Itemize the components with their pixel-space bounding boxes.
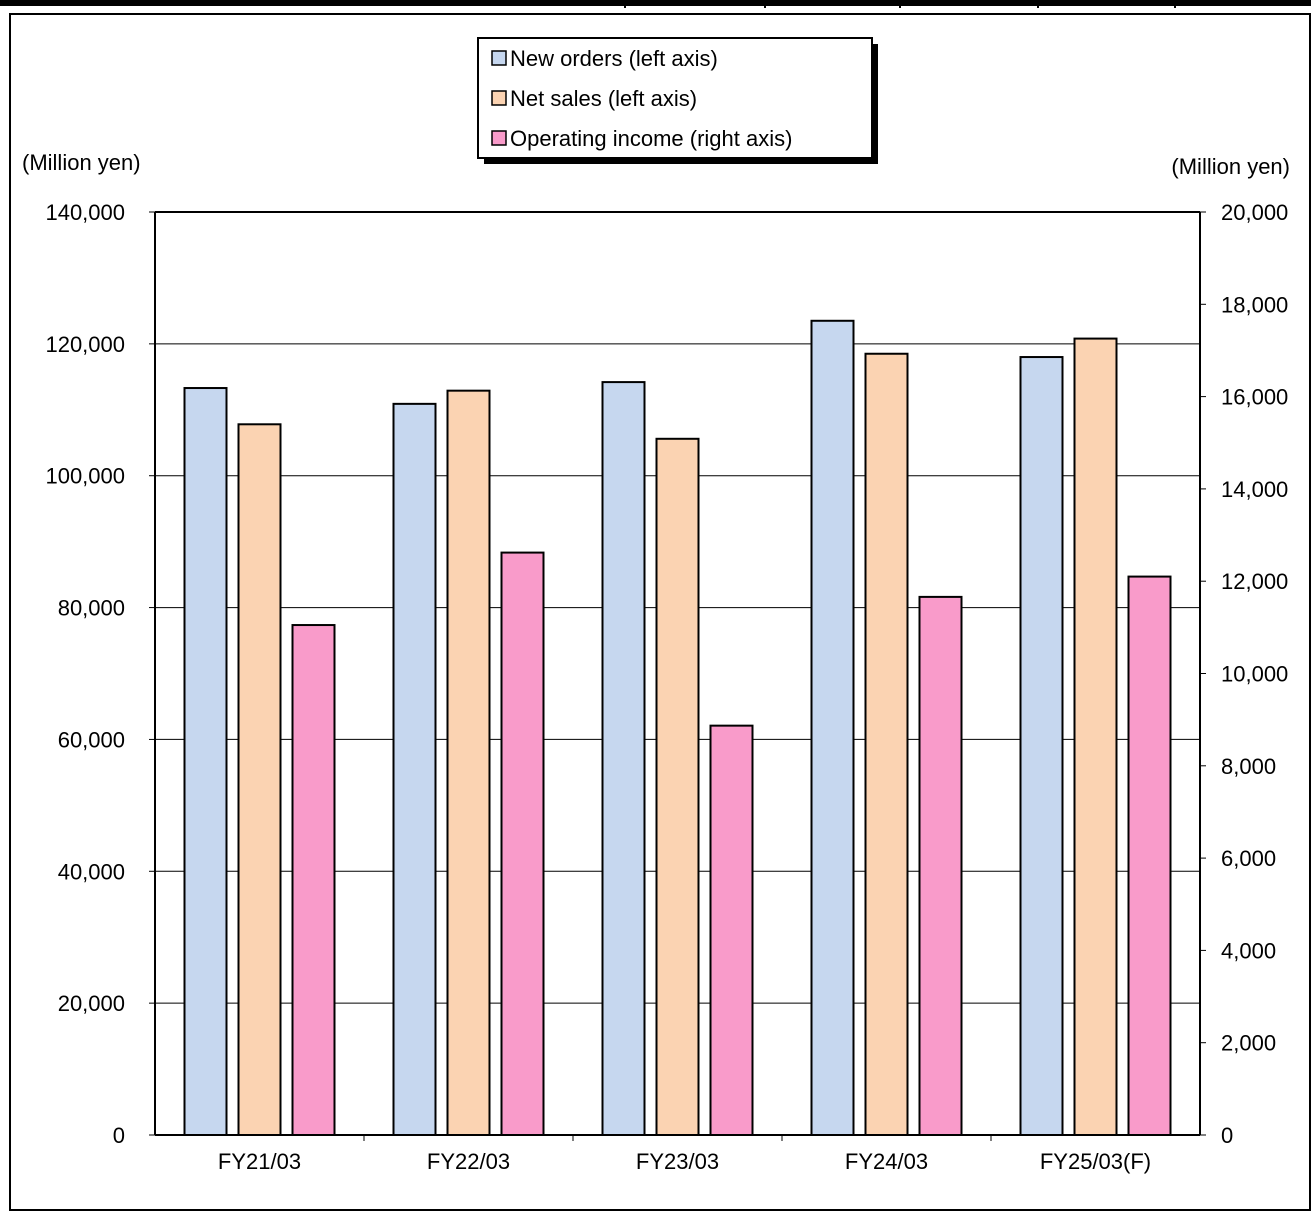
right-tick-label: 14,000: [1221, 477, 1288, 502]
legend-label: Net sales (left axis): [510, 86, 697, 111]
right-tick-label: 0: [1221, 1123, 1233, 1148]
left-tick-label: 80,000: [58, 596, 125, 621]
bar: [500, 551, 545, 1136]
bar: [810, 319, 855, 1136]
bar: [864, 352, 909, 1137]
bar: [601, 381, 646, 1136]
tick-labels: 0 20,000 40,000 60,000 80,000 100,000 120,000 1…: [45, 200, 1288, 1174]
bar: [655, 437, 700, 1136]
legend-swatch: [491, 130, 507, 146]
left-tick-label: 20,000: [58, 991, 125, 1016]
x-tick-label: FY25/03(F): [1040, 1149, 1151, 1174]
legend-label: Operating income (right axis): [510, 126, 792, 151]
bar: [1073, 337, 1118, 1136]
right-tick-label: 10,000: [1221, 662, 1288, 687]
left-tick-label: 60,000: [58, 727, 125, 752]
left-tick-label: 140,000: [45, 200, 125, 225]
legend-swatch: [491, 50, 507, 66]
bar: [1019, 356, 1064, 1136]
right-tick-label: 4,000: [1221, 938, 1276, 963]
axes: [149, 211, 1206, 1141]
x-tick-label: FY24/03: [845, 1149, 928, 1174]
right-tick-label: 18,000: [1221, 292, 1288, 317]
bar: [237, 423, 282, 1137]
left-tick-label: 100,000: [45, 464, 125, 489]
top-edge-band: [0, 0, 1311, 6]
left-tick-label: 0: [113, 1123, 125, 1148]
bar: [392, 402, 437, 1136]
legend-box: [477, 37, 873, 159]
bars: [183, 319, 1172, 1137]
legend-swatch: [491, 90, 507, 106]
x-tick-label: FY23/03: [636, 1149, 719, 1174]
bar: [446, 389, 491, 1136]
right-tick-label: 16,000: [1221, 385, 1288, 410]
right-tick-label: 2,000: [1221, 1031, 1276, 1056]
bar: [918, 595, 963, 1136]
left-axis-unit-label: (Million yen): [22, 150, 141, 175]
right-tick-label: 8,000: [1221, 754, 1276, 779]
bar: [709, 724, 754, 1136]
bar: [1127, 575, 1172, 1136]
bar: [183, 387, 228, 1136]
bar: [291, 624, 336, 1136]
x-tick-label: FY22/03: [427, 1149, 510, 1174]
right-tick-label: 6,000: [1221, 846, 1276, 871]
right-axis-unit-label: (Million yen): [1171, 154, 1290, 179]
legend: New orders (left axis) Net sales (left ax…: [477, 37, 878, 164]
right-tick-label: 20,000: [1221, 200, 1288, 225]
right-tick-label: 12,000: [1221, 569, 1288, 594]
left-tick-label: 40,000: [58, 859, 125, 884]
legend-label: New orders (left axis): [510, 46, 718, 71]
left-tick-label: 120,000: [45, 332, 125, 357]
x-tick-label: FY21/03: [218, 1149, 301, 1174]
